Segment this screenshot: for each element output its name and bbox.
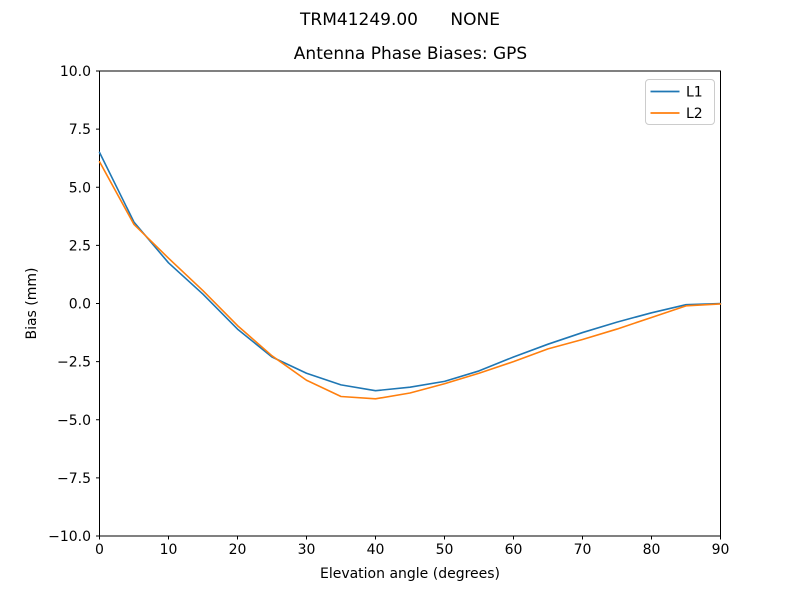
y-tick-label: −5.0 bbox=[57, 413, 91, 429]
plot-area bbox=[99, 70, 721, 537]
x-tick-label: 70 bbox=[574, 542, 592, 558]
x-tick-label: 10 bbox=[160, 542, 178, 558]
chart-title: Antenna Phase Biases: GPS bbox=[293, 44, 528, 64]
series-line-l1 bbox=[98, 151, 722, 392]
x-tick-label: 80 bbox=[643, 542, 661, 558]
x-tick-label: 50 bbox=[436, 542, 454, 558]
x-tick-label: 20 bbox=[229, 542, 247, 558]
legend-label-l1: L1 bbox=[686, 85, 703, 101]
legend-label-l2: L2 bbox=[686, 106, 703, 122]
figure-suptitle: TRM41249.00 NONE bbox=[300, 10, 500, 30]
y-tick-label: 10.0 bbox=[60, 64, 91, 80]
plot-border bbox=[99, 70, 721, 537]
x-tick-label: 30 bbox=[298, 542, 316, 558]
y-tick-label: 5.0 bbox=[69, 180, 91, 196]
y-tick-label: −2.5 bbox=[57, 355, 91, 371]
data-series bbox=[98, 151, 722, 400]
axis-ticks: 0 10 20 30 40 50 60 70 80 90 −10.0 −7.5 −5.0 −2.5 0.0 2… bbox=[48, 64, 729, 558]
x-tick-label: 0 bbox=[95, 542, 104, 558]
x-tick-label: 40 bbox=[367, 542, 385, 558]
x-tick-label: 60 bbox=[505, 542, 523, 558]
y-tick-label: 2.5 bbox=[69, 238, 91, 254]
series-line-l2 bbox=[98, 160, 722, 400]
x-axis-label: Elevation angle (degrees) bbox=[320, 566, 500, 582]
y-axis-label: Bias (mm) bbox=[24, 267, 40, 339]
y-tick-label: −10.0 bbox=[48, 529, 91, 545]
legend-box bbox=[645, 79, 715, 125]
y-tick-label: −7.5 bbox=[57, 471, 91, 487]
x-tick-label: 90 bbox=[712, 542, 730, 558]
y-tick-label: 0.0 bbox=[69, 297, 91, 313]
y-tick-label: 7.5 bbox=[69, 122, 91, 138]
